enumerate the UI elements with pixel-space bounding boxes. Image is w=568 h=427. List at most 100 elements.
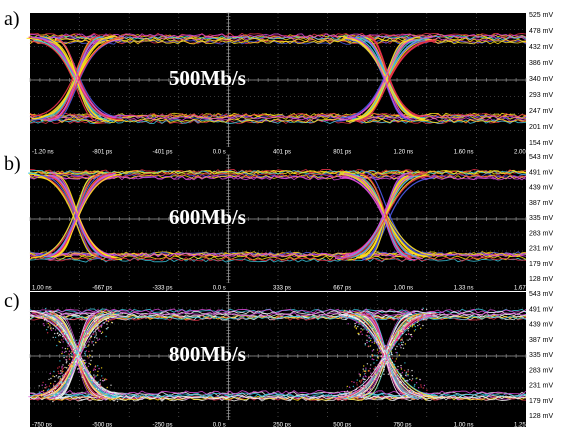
eye-trace-point	[59, 326, 61, 328]
eye-trace-point	[53, 324, 55, 326]
eye-trace-point	[54, 316, 56, 318]
eye-trace-point	[367, 331, 370, 333]
eye-trace-point	[420, 393, 422, 395]
eye-trace-point	[366, 363, 369, 365]
eye-trace-point	[93, 376, 96, 378]
x-tick-label: 750 ps	[394, 423, 412, 427]
eye-trace-point	[400, 347, 402, 349]
eye-trace-point	[63, 336, 65, 338]
eye-trace-point	[98, 396, 101, 399]
eye-trace-point	[370, 372, 372, 374]
eye-trace-point	[59, 379, 61, 381]
eye-trace-point	[345, 318, 347, 320]
eye-trace-point	[105, 310, 107, 312]
eye-trace-point	[72, 360, 75, 362]
eye-trace-point	[360, 382, 362, 384]
eye-trace-point	[377, 332, 379, 335]
eye-trace-point	[97, 365, 99, 367]
eye-trace-point	[353, 381, 355, 383]
x-axis-strip	[30, 147, 526, 155]
eye-trace-point	[403, 369, 406, 372]
eye-trace-point	[63, 351, 66, 353]
eye-trace-point	[421, 308, 423, 311]
eye-trace-point	[64, 347, 67, 350]
eye-trace-point	[363, 321, 365, 324]
eye-trace-point	[359, 331, 362, 333]
eye-trace-point	[381, 363, 383, 365]
eye-trace-point	[75, 351, 78, 353]
eye-trace-point	[56, 384, 58, 387]
eye-trace-point	[369, 339, 372, 342]
eye-trace-falling	[347, 36, 409, 119]
eye-trace-point	[101, 331, 104, 333]
eye-trace-point	[83, 341, 86, 343]
eye-trace-point	[360, 380, 363, 382]
eye-trace-point	[74, 351, 76, 354]
eye-trace-level	[30, 33, 527, 39]
eye-trace-point	[411, 326, 413, 328]
eye-trace-point	[75, 362, 78, 365]
eye-trace-point	[355, 322, 358, 324]
eye-trace-point	[376, 359, 378, 361]
eye-trace-point	[374, 354, 376, 356]
eye-trace-point	[85, 350, 88, 352]
eye-trace-point	[55, 375, 58, 377]
eye-trace-point	[95, 332, 97, 334]
eye-trace-point	[409, 392, 411, 394]
eye-trace-point	[94, 336, 96, 339]
eye-trace-point	[83, 367, 85, 370]
eye-trace-point	[112, 392, 115, 395]
eye-trace-point	[67, 369, 69, 371]
eye-trace-point	[57, 393, 59, 395]
eye-trace-point	[385, 363, 387, 365]
eye-trace-point	[64, 373, 67, 375]
eye-trace-point	[97, 370, 99, 373]
eye-trace-point	[406, 321, 408, 323]
eye-trace-point	[61, 347, 64, 349]
eye-trace-point	[92, 340, 94, 343]
y-tick-label: 293 mV	[529, 92, 553, 99]
eye-trace-point	[92, 321, 94, 324]
x-tick-label: -667 ps	[92, 286, 112, 292]
eye-trace-point	[52, 383, 55, 385]
eye-trace-level	[29, 256, 527, 262]
eye-trace-point	[64, 381, 67, 383]
eye-trace-point	[395, 351, 397, 354]
eye-trace-point	[70, 376, 73, 379]
eye-trace-point	[40, 395, 43, 397]
eye-trace-point	[112, 313, 115, 315]
eye-trace-point	[62, 330, 64, 332]
y-tick-label: 335 mV	[529, 352, 553, 359]
eye-trace-point	[404, 362, 406, 364]
eye-trace-point	[61, 322, 63, 325]
eye-trace-point	[94, 330, 96, 332]
eye-trace-point	[421, 394, 423, 396]
eye-trace-point	[66, 341, 68, 343]
eye-trace-point	[94, 369, 97, 371]
eye-trace-point	[81, 360, 84, 363]
y-tick-label: 179 mV	[529, 261, 553, 268]
eye-trace-point	[347, 314, 349, 317]
eye-trace-point	[87, 376, 89, 378]
eye-trace-point	[351, 380, 353, 383]
eye-trace-point	[353, 316, 355, 318]
eye-trace-point	[68, 364, 71, 367]
eye-trace-point	[402, 326, 405, 328]
eye-trace-point	[413, 330, 416, 332]
eye-trace-point	[69, 363, 71, 365]
eye-trace-point	[378, 347, 380, 349]
eye-trace-point	[421, 392, 423, 394]
eye-trace-point	[420, 386, 422, 388]
eye-trace-point	[58, 375, 60, 378]
eye-trace-point	[95, 329, 97, 331]
eye-trace-point	[371, 378, 373, 380]
y-tick-label: 491 mV	[529, 169, 553, 176]
x-tick-label: 0.0 s	[213, 150, 226, 156]
eye-trace-point	[54, 336, 57, 339]
eye-trace-point	[422, 393, 425, 396]
eye-trace-point	[383, 373, 385, 375]
eye-trace-point	[61, 375, 64, 377]
eye-trace-point	[383, 370, 385, 372]
eye-trace-point	[416, 321, 419, 323]
